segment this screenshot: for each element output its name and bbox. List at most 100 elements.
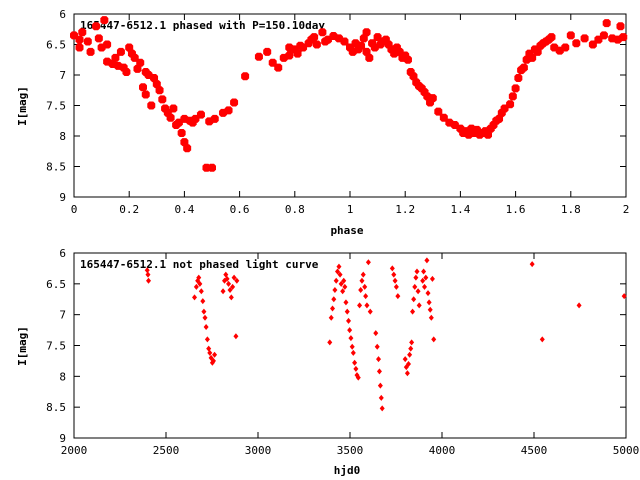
data-point	[145, 271, 151, 278]
data-point	[224, 275, 230, 282]
data-point	[528, 53, 537, 62]
data-point	[423, 274, 429, 281]
data-point	[395, 293, 401, 300]
data-point	[337, 271, 343, 278]
x-tick-label: 5000	[613, 444, 640, 457]
data-point	[274, 63, 283, 72]
data-point	[616, 22, 625, 31]
data-point	[343, 299, 349, 306]
data-point	[619, 33, 628, 42]
data-point	[514, 74, 523, 83]
chart-title: 165447-6512.1 phased with P=150.10day	[80, 19, 325, 32]
data-point	[346, 317, 352, 324]
data-point	[561, 43, 570, 52]
data-point	[341, 277, 347, 284]
data-point	[424, 257, 430, 264]
data-point	[230, 283, 236, 290]
data-point	[367, 308, 373, 315]
data-point	[133, 64, 142, 73]
data-point	[130, 53, 139, 62]
marker-layer	[144, 257, 627, 412]
data-point	[94, 34, 103, 43]
data-point	[146, 277, 152, 284]
data-point	[602, 19, 611, 28]
data-point	[86, 47, 95, 56]
data-point	[425, 290, 431, 297]
data-point	[506, 100, 515, 109]
data-point	[373, 330, 379, 337]
x-tick-label: 1.4	[450, 203, 470, 216]
data-point	[409, 72, 418, 81]
data-point	[359, 34, 368, 43]
y-tick-label: 6.5	[46, 278, 66, 291]
y-tick-label: 9	[59, 191, 66, 204]
data-point	[403, 55, 412, 64]
data-point	[533, 47, 542, 56]
data-point	[78, 28, 87, 37]
data-point	[376, 368, 382, 375]
y-tick-label: 6.5	[46, 39, 66, 52]
data-point	[363, 293, 369, 300]
data-point	[344, 308, 350, 315]
data-point	[428, 314, 434, 321]
data-point	[350, 349, 356, 356]
data-point	[428, 94, 437, 103]
data-point	[413, 274, 419, 281]
x-tick-label: 2000	[61, 444, 88, 457]
data-point	[340, 288, 346, 295]
data-point	[374, 343, 380, 350]
marker-layer	[70, 16, 628, 172]
data-point	[377, 382, 383, 389]
y-tick-label: 8	[59, 370, 66, 383]
data-point	[332, 287, 338, 293]
data-point	[410, 308, 416, 315]
x-tick-label: 2500	[153, 444, 180, 457]
data-point	[439, 113, 448, 122]
data-point	[511, 84, 520, 93]
data-point	[404, 370, 410, 377]
data-point	[415, 288, 421, 295]
data-point	[362, 28, 371, 37]
data-point	[495, 114, 504, 123]
data-point	[312, 40, 321, 49]
data-point	[197, 280, 203, 287]
y-tick-label: 9	[59, 432, 66, 445]
data-point	[224, 106, 233, 115]
data-point	[241, 72, 250, 81]
data-point	[362, 47, 371, 56]
data-point	[529, 261, 535, 268]
chart-phased: 165447-6512.1 phased with P=150.10day ph…	[16, 8, 629, 237]
data-point	[342, 283, 348, 290]
data-point	[212, 351, 218, 358]
data-point	[228, 294, 234, 301]
data-point	[389, 265, 395, 272]
data-point	[293, 49, 302, 58]
data-point	[393, 283, 399, 290]
data-point	[152, 80, 161, 89]
tick-layer: 0 0.2 0.4 0.6 0.8 1 1.2 1.4 1.6 1.8 2 6 6.5 7 7.5 8 8.5 9	[46, 8, 629, 216]
data-point	[547, 33, 556, 42]
data-point	[75, 43, 84, 52]
data-point	[588, 40, 597, 49]
data-point	[352, 359, 358, 366]
x-tick-label: 0.6	[230, 203, 250, 216]
data-point	[338, 280, 344, 287]
data-point	[434, 107, 443, 116]
data-point	[103, 40, 112, 49]
data-point	[169, 104, 178, 113]
y-tick-label: 6	[59, 8, 66, 21]
data-point	[349, 343, 355, 350]
y-tick-label: 7	[59, 309, 66, 322]
data-point	[226, 280, 232, 287]
data-point	[233, 333, 239, 340]
data-point	[364, 302, 370, 309]
data-point	[408, 345, 414, 352]
data-point	[116, 47, 125, 56]
data-point	[208, 163, 216, 172]
x-axis-label: phase	[330, 224, 363, 237]
data-point	[210, 114, 219, 123]
data-point	[192, 294, 198, 301]
x-tick-label: 4000	[429, 444, 456, 457]
data-point	[204, 336, 210, 343]
